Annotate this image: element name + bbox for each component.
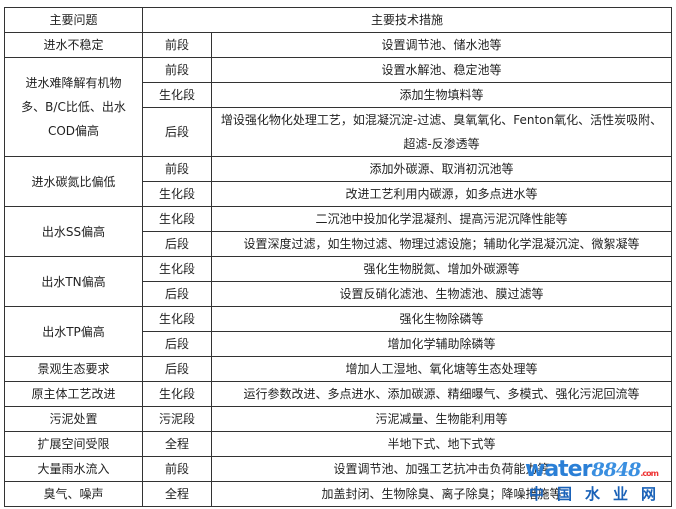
measure-cell: 增加化学辅助除磷等 bbox=[211, 331, 672, 357]
stage-cell: 生化段 bbox=[142, 181, 212, 207]
problem-cell: 景观生态要求 bbox=[4, 356, 143, 382]
measure-cell: 设置深度过滤，如生物过滤、物理过滤设施；辅助化学混凝沉淀、微絮凝等 bbox=[211, 231, 672, 257]
table-row: 进水不稳定 前段 设置调节池、储水池等 bbox=[4, 32, 672, 58]
problem-cell: 进水难降解有机物多、B/C比低、出水COD偏高 bbox=[4, 57, 143, 157]
table-row: 后段 增设强化物化处理工艺，如混凝沉淀-过滤、臭氧氧化、Fenton氧化、活性炭吸… bbox=[5, 107, 672, 157]
measure-cell: 增设强化物化处理工艺，如混凝沉淀-过滤、臭氧氧化、Fenton氧化、活性炭吸附、… bbox=[211, 107, 672, 157]
stage-cell: 生化段 bbox=[142, 381, 212, 407]
measure-cell: 运行参数改进、多点进水、添加碳源、精细曝气、多模式、强化污泥回流等 bbox=[211, 381, 672, 407]
problem-cell: 出水SS偏高 bbox=[4, 206, 143, 257]
table-row: 进水难降解有机物多、B/C比低、出水COD偏高 前段 设置水解池、稳定池等 bbox=[4, 57, 672, 157]
problem-cell: 进水不稳定 bbox=[4, 32, 143, 58]
technical-measures-table: 主要问题 主要技术措施 进水不稳定 前段 设置调节池、储水池等 进水难降解有机物多、B… bbox=[4, 7, 672, 507]
table-row: 出水SS偏高 生化段 二沉池中投加化学混凝剂、提高污泥沉降性能等 bbox=[4, 206, 672, 257]
measure-cell: 增加人工湿地、氧化塘等生态处理等 bbox=[211, 356, 672, 382]
stage-cell: 生化段 bbox=[142, 306, 212, 332]
stage-cell: 后段 bbox=[142, 356, 212, 382]
measure-cell: 强化生物脱氮、增加外碳源等 bbox=[211, 256, 672, 282]
stage-cell: 前段 bbox=[142, 32, 212, 58]
measure-cell: 二沉池中投加化学混凝剂、提高污泥沉降性能等 bbox=[211, 206, 672, 232]
stage-cell: 前段 bbox=[142, 456, 212, 482]
table-row: 进水碳氮比偏低 前段 添加外碳源、取消初沉池等 bbox=[4, 156, 672, 207]
table-row: 扩展空间受限 全程 半地下式、地下式等 bbox=[4, 431, 672, 457]
table-row: 臭气、噪声 全程 加盖封闭、生物除臭、离子除臭；降噪措施等 bbox=[4, 481, 672, 507]
header-measures: 主要技术措施 bbox=[142, 7, 672, 33]
stage-cell: 全程 bbox=[142, 431, 212, 457]
measure-cell: 设置水解池、稳定池等 bbox=[211, 57, 672, 83]
measure-cell: 设置反硝化滤池、生物滤池、膜过滤等 bbox=[211, 281, 672, 307]
table-row: 污泥处置 污泥段 污泥减量、生物能利用等 bbox=[4, 406, 672, 432]
table-row: 出水TN偏高 生化段 强化生物脱氮、增加外碳源等 bbox=[4, 256, 672, 307]
table-header-row: 主要问题 主要技术措施 bbox=[4, 7, 672, 33]
problem-cell: 进水碳氮比偏低 bbox=[4, 156, 143, 207]
measure-cell: 半地下式、地下式等 bbox=[211, 431, 672, 457]
problem-cell: 污泥处置 bbox=[4, 406, 143, 432]
measure-cell: 加盖封闭、生物除臭、离子除臭；降噪措施等 bbox=[211, 481, 672, 507]
problem-cell: 大量雨水流入 bbox=[4, 456, 143, 482]
measure-cell: 改进工艺利用内碳源，如多点进水等 bbox=[211, 181, 672, 207]
stage-cell: 生化段 bbox=[142, 256, 212, 282]
table-row: 后段 增加化学辅助除磷等 bbox=[5, 331, 672, 357]
measure-cell: 污泥减量、生物能利用等 bbox=[211, 406, 672, 432]
stage-cell: 生化段 bbox=[142, 82, 212, 108]
stage-cell: 全程 bbox=[142, 481, 212, 507]
measure-cell: 添加外碳源、取消初沉池等 bbox=[211, 156, 672, 182]
measure-cell: 添加生物填料等 bbox=[211, 82, 672, 108]
header-problem: 主要问题 bbox=[4, 7, 143, 33]
table-row: 后段 设置深度过滤，如生物过滤、物理过滤设施；辅助化学混凝沉淀、微絮凝等 bbox=[5, 231, 672, 257]
table-row: 生化段 添加生物填料等 bbox=[5, 82, 672, 108]
stage-cell: 前段 bbox=[142, 57, 212, 83]
stage-cell: 前段 bbox=[142, 156, 212, 182]
table-row: 出水TP偏高 生化段 强化生物除磷等 bbox=[4, 306, 672, 357]
stage-cell: 污泥段 bbox=[142, 406, 212, 432]
problem-cell: 臭气、噪声 bbox=[4, 481, 143, 507]
table-row: 原主体工艺改进 生化段 运行参数改进、多点进水、添加碳源、精细曝气、多模式、强化污泥… bbox=[4, 381, 672, 407]
problem-cell: 原主体工艺改进 bbox=[4, 381, 143, 407]
problem-cell: 出水TN偏高 bbox=[4, 256, 143, 307]
problem-cell: 扩展空间受限 bbox=[4, 431, 143, 457]
watermark-logo: water8848.com 中国水业网 bbox=[525, 457, 670, 503]
stage-cell: 后段 bbox=[142, 107, 212, 157]
problem-cell: 出水TP偏高 bbox=[4, 306, 143, 357]
stage-cell: 生化段 bbox=[142, 206, 212, 232]
stage-cell: 后段 bbox=[142, 281, 212, 307]
table-row: 后段 设置反硝化滤池、生物滤池、膜过滤等 bbox=[5, 281, 672, 307]
table-row: 景观生态要求 后段 增加人工湿地、氧化塘等生态处理等 bbox=[4, 356, 672, 382]
measure-cell: 强化生物除磷等 bbox=[211, 306, 672, 332]
stage-cell: 后段 bbox=[142, 331, 212, 357]
stage-cell: 后段 bbox=[142, 231, 212, 257]
measure-cell: 设置调节池、储水池等 bbox=[211, 32, 672, 58]
